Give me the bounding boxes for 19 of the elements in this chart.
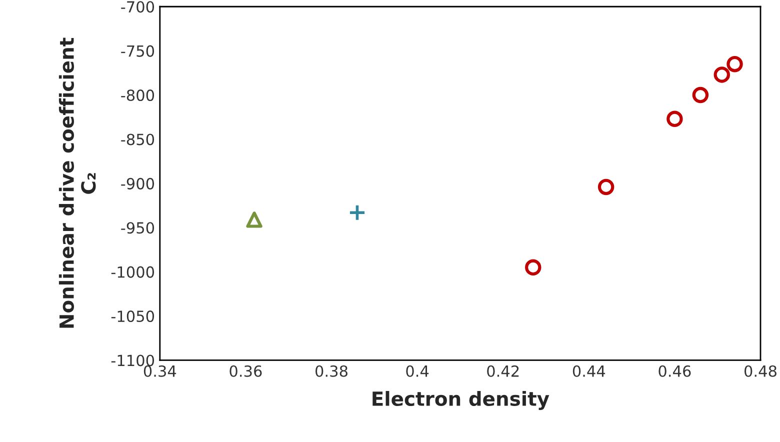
- y-tick-label: -1050: [111, 310, 154, 322]
- x-tick-label: 0.36: [230, 365, 262, 377]
- x-tick-label: 0.4: [406, 365, 429, 377]
- x-axis-title: Electron density: [372, 390, 550, 410]
- y-tick-label: -950: [121, 222, 154, 234]
- x-tick-label: 0.34: [144, 365, 176, 377]
- y-tick-label: -700: [121, 1, 154, 13]
- y-tick-label: -1000: [111, 266, 154, 278]
- x-tick-label: 0.38: [316, 365, 348, 377]
- y-tick-label: -850: [121, 134, 154, 146]
- x-tick-label: 0.42: [487, 365, 519, 377]
- y-tick-label: -1100: [111, 354, 154, 366]
- x-tick-label: 0.48: [744, 365, 776, 377]
- x-tick-label: 0.46: [658, 365, 691, 377]
- x-tick-label: 0.44: [572, 365, 606, 377]
- y-tick-label: -800: [121, 89, 154, 102]
- y-tick-label: -900: [121, 178, 154, 190]
- y-tick-label: -750: [121, 45, 154, 57]
- y-axis-title: Nonlinear drive coefficient C₂: [58, 38, 96, 328]
